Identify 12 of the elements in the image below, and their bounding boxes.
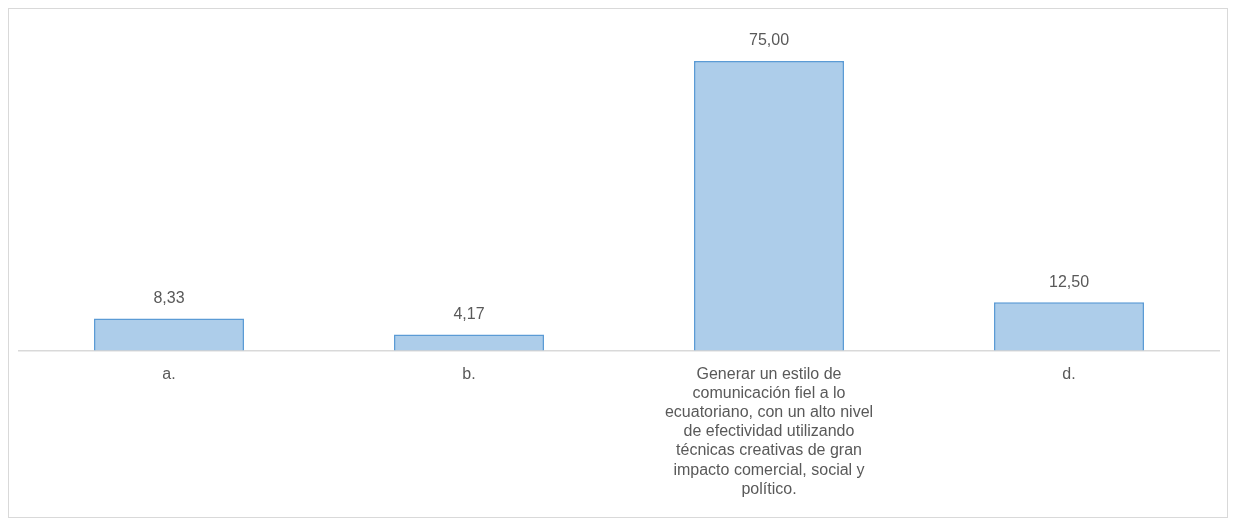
data-label: 75,00 [748, 31, 790, 49]
data-label: 4,17 [453, 304, 485, 322]
x-tick-label: Generar un estilo de comunicación fiel a lo ecuatoriano, con un alto nivel de efectividad utilizando técnicas creativas de gran impacto comercial, social y político. [664, 364, 874, 497]
bar [694, 61, 844, 351]
x-tick-label: d. [1062, 364, 1076, 382]
bar [394, 334, 544, 351]
data-label: 12,50 [1048, 272, 1090, 290]
bar [94, 318, 244, 351]
x-tick-label: a. [162, 364, 176, 382]
x-tick-label: b. [462, 364, 476, 382]
data-label: 8,33 [153, 288, 185, 306]
bar [994, 302, 1144, 351]
